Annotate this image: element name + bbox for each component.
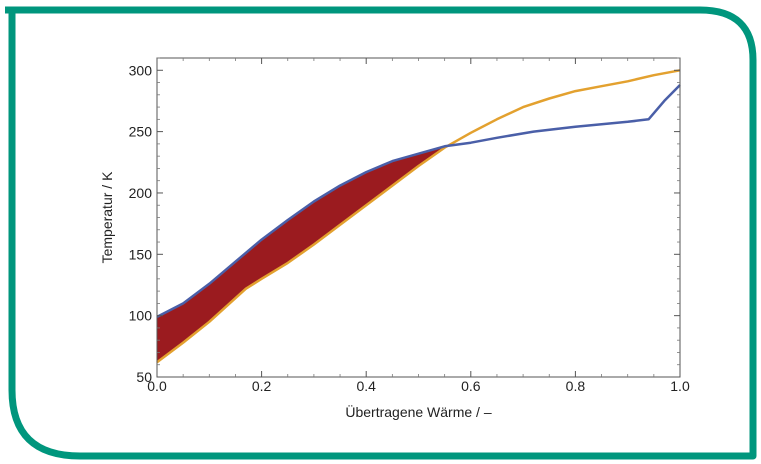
y-tick-label: 300: [129, 62, 153, 78]
x-tick-label: 0.6: [461, 378, 481, 394]
y-tick-label: 200: [129, 185, 153, 201]
x-tick-label: 0.4: [356, 378, 376, 394]
y-tick-label: 100: [129, 308, 153, 324]
tick-layer: [156, 57, 681, 378]
tick-label-layer: 0.0 0.2 0.4 0.6 0.8 1.0 50 100 150 200 250 300: [129, 62, 690, 394]
y-tick-label: 50: [136, 369, 152, 385]
teal-rounded-border: [5, 6, 757, 460]
series-layer: [156, 69, 681, 364]
series-line-1: [156, 69, 681, 364]
x-axis-label: Übertragene Wärme / –: [345, 403, 491, 420]
x-tick-label: 0.0: [147, 378, 167, 394]
x-tick-label: 1.0: [670, 378, 690, 394]
x-tick-label: 0.8: [566, 378, 586, 394]
series-line-0: [156, 84, 681, 319]
y-tick-label: 150: [129, 246, 153, 262]
plot-frame: [156, 57, 681, 378]
y-axis-label: Temperatur / K: [99, 171, 115, 263]
x-tick-label: 0.2: [252, 378, 272, 394]
y-tick-label: 250: [129, 124, 153, 140]
